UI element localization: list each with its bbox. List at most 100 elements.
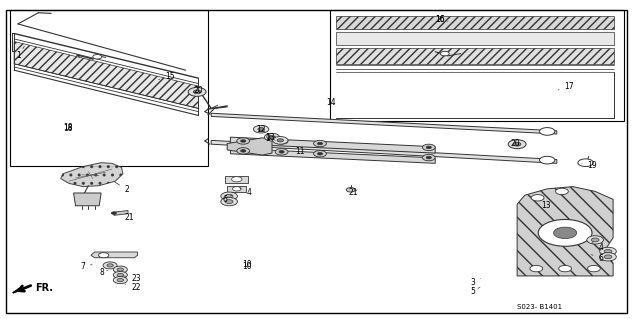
Circle shape	[113, 277, 127, 284]
Circle shape	[422, 154, 435, 161]
Circle shape	[188, 87, 206, 96]
Polygon shape	[74, 193, 101, 206]
Circle shape	[540, 156, 555, 164]
Circle shape	[253, 125, 269, 133]
Text: 11: 11	[296, 147, 305, 156]
Circle shape	[422, 144, 435, 151]
Circle shape	[314, 140, 326, 147]
Polygon shape	[230, 148, 435, 163]
Circle shape	[111, 212, 116, 214]
Circle shape	[113, 271, 127, 278]
Circle shape	[604, 249, 612, 253]
Text: 13: 13	[266, 133, 275, 142]
Circle shape	[93, 55, 102, 59]
Circle shape	[225, 194, 233, 198]
Polygon shape	[230, 137, 435, 153]
Text: 21: 21	[125, 213, 134, 222]
Polygon shape	[211, 113, 557, 134]
Text: 4: 4	[240, 188, 252, 197]
Text: 19: 19	[582, 161, 597, 170]
Polygon shape	[336, 32, 614, 45]
Text: 22: 22	[125, 283, 141, 292]
Circle shape	[232, 187, 241, 191]
Circle shape	[588, 265, 600, 272]
Circle shape	[103, 262, 117, 269]
Polygon shape	[13, 288, 19, 293]
Circle shape	[578, 159, 593, 167]
Circle shape	[277, 139, 284, 142]
Circle shape	[279, 140, 284, 142]
Text: 12: 12	[256, 125, 266, 134]
Circle shape	[232, 177, 242, 182]
Circle shape	[273, 137, 288, 144]
Text: 13: 13	[541, 201, 550, 210]
Text: 18: 18	[63, 124, 72, 133]
Circle shape	[117, 268, 124, 271]
Text: 9: 9	[266, 134, 275, 143]
Circle shape	[241, 140, 246, 142]
Circle shape	[513, 142, 521, 146]
Text: 17: 17	[558, 82, 574, 91]
Circle shape	[559, 265, 572, 272]
Polygon shape	[114, 211, 128, 215]
Polygon shape	[336, 16, 614, 29]
Circle shape	[107, 264, 113, 267]
Text: 23: 23	[124, 274, 141, 283]
Circle shape	[600, 253, 616, 261]
Polygon shape	[227, 138, 272, 155]
Text: 18: 18	[63, 123, 72, 132]
Circle shape	[346, 188, 355, 192]
Circle shape	[279, 151, 284, 153]
Circle shape	[221, 192, 237, 200]
Text: 1: 1	[16, 46, 24, 60]
Polygon shape	[336, 48, 614, 64]
Circle shape	[99, 253, 109, 258]
Circle shape	[540, 128, 555, 135]
Text: 10: 10	[242, 260, 252, 269]
Text: 8: 8	[99, 268, 108, 277]
Circle shape	[241, 150, 246, 152]
Text: 20: 20	[511, 139, 520, 148]
Text: 4: 4	[592, 242, 604, 252]
Text: 7: 7	[80, 262, 92, 271]
Circle shape	[604, 255, 612, 259]
Polygon shape	[61, 163, 123, 187]
Circle shape	[556, 188, 568, 195]
Text: 10: 10	[242, 262, 252, 271]
Polygon shape	[225, 176, 248, 183]
Text: 2: 2	[115, 182, 129, 194]
Text: 14: 14	[326, 98, 336, 107]
Text: 5: 5	[470, 287, 480, 296]
Circle shape	[317, 152, 323, 155]
Polygon shape	[91, 252, 138, 258]
Circle shape	[225, 200, 233, 204]
Circle shape	[531, 195, 544, 201]
Polygon shape	[227, 186, 246, 192]
Text: 21: 21	[349, 189, 358, 197]
Circle shape	[264, 133, 280, 141]
Circle shape	[193, 90, 201, 94]
Polygon shape	[211, 140, 557, 163]
Text: 16: 16	[435, 15, 445, 24]
Circle shape	[113, 266, 127, 273]
Circle shape	[554, 227, 577, 239]
Circle shape	[317, 142, 323, 145]
Circle shape	[600, 247, 616, 256]
Text: 20: 20	[193, 86, 203, 95]
Circle shape	[426, 156, 431, 159]
Circle shape	[275, 149, 288, 155]
Circle shape	[275, 138, 288, 144]
Circle shape	[237, 148, 250, 154]
Circle shape	[508, 140, 526, 149]
Text: 6: 6	[591, 254, 604, 263]
Text: 3: 3	[470, 278, 481, 287]
Circle shape	[314, 151, 326, 157]
Circle shape	[117, 273, 124, 277]
Polygon shape	[517, 187, 613, 276]
Text: 6: 6	[223, 195, 232, 204]
Circle shape	[269, 136, 275, 139]
Circle shape	[258, 128, 264, 131]
Circle shape	[221, 197, 237, 206]
Text: 16: 16	[435, 15, 448, 24]
Circle shape	[440, 51, 449, 56]
